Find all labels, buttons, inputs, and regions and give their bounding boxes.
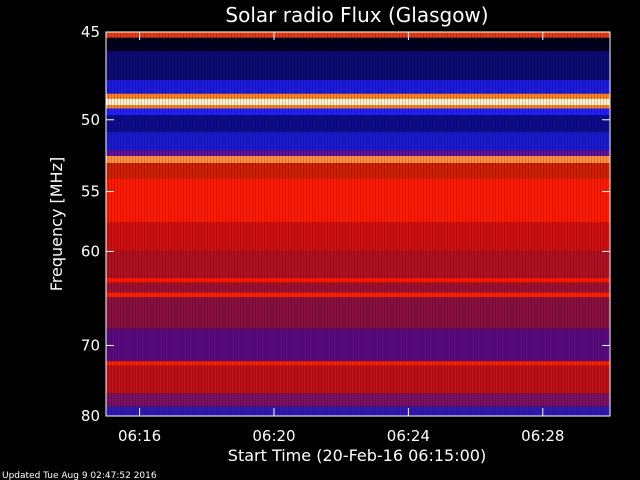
y-tick-label: 55 [81, 183, 100, 201]
x-tick-label: 06:16 [118, 427, 161, 445]
y-axis-label: Frequency [MHz] [47, 157, 66, 291]
x-tick-label: 06:28 [521, 427, 564, 445]
texture-overlay [106, 32, 610, 416]
y-tick-label: 70 [81, 336, 100, 354]
plot-frame [105, 31, 611, 417]
y-tick-label: 80 [81, 407, 100, 425]
updated-timestamp: Updated Tue Aug 9 02:47:52 2016 [2, 471, 157, 480]
x-tick-label: 06:20 [252, 427, 295, 445]
y-axis: 45 50 55 60 70 80 [81, 23, 610, 425]
chart-title: Solar radio Flux (Glasgow) [225, 3, 488, 27]
y-tick-label: 60 [81, 242, 100, 260]
y-tick-label: 45 [81, 23, 100, 41]
plot-area [106, 32, 610, 416]
x-axis-label: Start Time (20-Feb-16 06:15:00) [228, 446, 486, 465]
x-axis: 06:16 06:20 06:24 06:28 [118, 32, 564, 445]
x-tick-label: 06:24 [387, 427, 430, 445]
y-tick-label: 50 [81, 111, 100, 129]
